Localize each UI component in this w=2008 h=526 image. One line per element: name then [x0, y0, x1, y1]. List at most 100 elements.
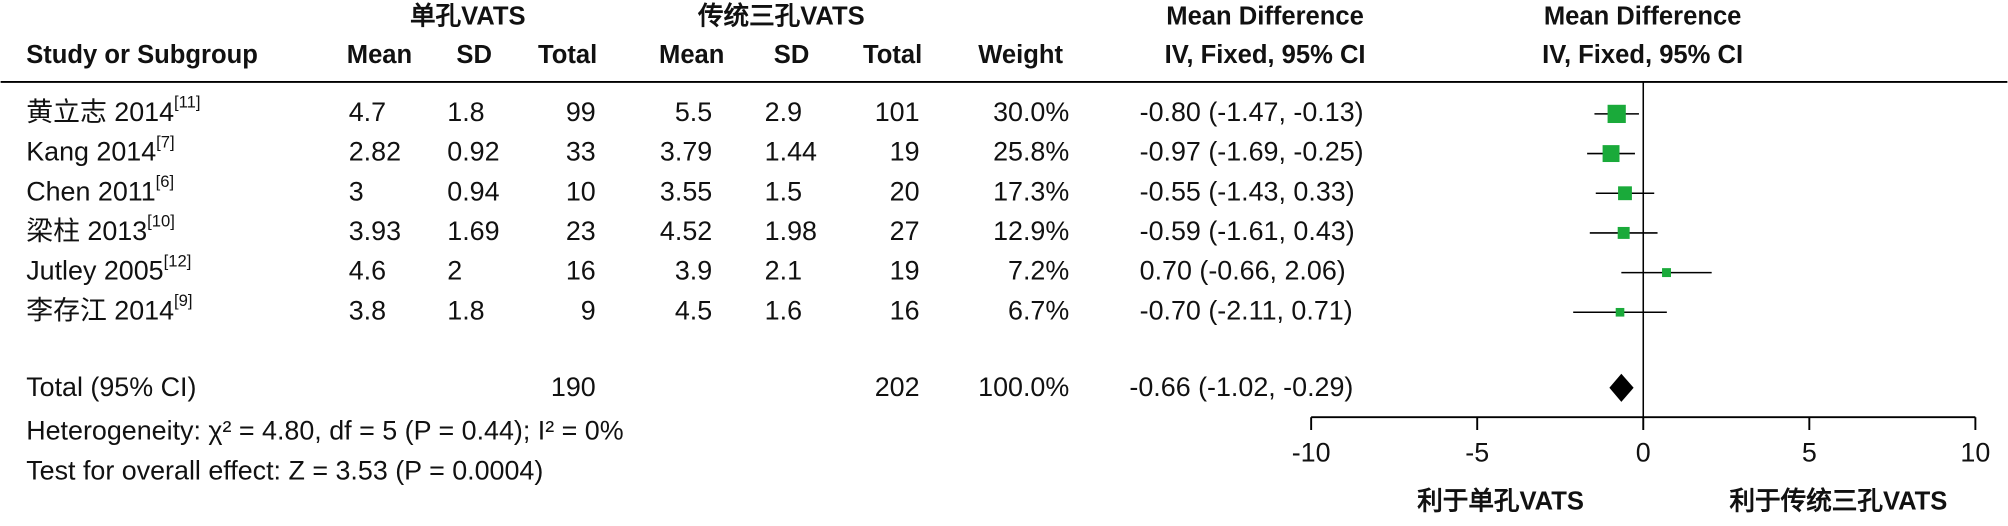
cell-mean1: 2.82: [349, 137, 401, 167]
cell-sd1: 0.94: [447, 176, 499, 206]
cell-sd2: 2.9: [765, 97, 802, 127]
study-name: Jutley 2005[12]: [26, 252, 191, 286]
cell-md-label: 0.70 (-0.66, 2.06): [1140, 256, 1346, 286]
group-header: 单孔VATS: [410, 2, 526, 31]
cell-mean2: 4.5: [675, 295, 712, 325]
cell-mean1: 3.8: [349, 295, 386, 325]
total-label: Total (95% CI): [26, 372, 196, 402]
study-ref: [11]: [174, 93, 200, 112]
column-header: IV, Fixed, 95% CI: [1165, 41, 1366, 69]
study-label: Chen 2011: [26, 176, 155, 206]
effect-square: [1607, 104, 1626, 124]
total-md-label: -0.66 (-1.02, -0.29): [1129, 372, 1353, 402]
cell-md-label: -0.97 (-1.69, -0.25): [1140, 137, 1364, 167]
cell-sd2: 1.44: [765, 137, 817, 167]
cell-md-label: -0.59 (-1.61, 0.43): [1140, 216, 1355, 246]
cell-sd1: 1.8: [447, 97, 484, 127]
x-label-right: 利于传统三孔VATS: [1729, 486, 1947, 516]
study-ref: [10]: [147, 212, 175, 231]
study-label: 黄立志 2014: [26, 97, 174, 127]
cell-mean2: 3.55: [660, 176, 712, 206]
cell-sd1: 1.69: [447, 216, 499, 246]
cell-n2: 20: [890, 176, 920, 206]
cell-sd1: 1.8: [447, 295, 484, 325]
cell-n1: 10: [566, 176, 596, 206]
study-ref: [7]: [156, 133, 174, 152]
cell-weight-label: 30.0%: [993, 97, 1069, 127]
cell-weight-label: 17.3%: [993, 176, 1069, 206]
cell-mean1: 4.6: [349, 256, 386, 286]
cell-mean1: 3: [349, 176, 364, 206]
cell-n2: 19: [890, 256, 920, 286]
cell-sd2: 1.6: [765, 295, 802, 325]
cell-n2: 16: [890, 295, 920, 325]
cell-n1: 16: [566, 256, 596, 286]
cell-sd2: 2.1: [765, 256, 802, 286]
cell-n2: 27: [890, 216, 920, 246]
cell-mean2: 5.5: [675, 97, 712, 127]
effect-square: [1615, 307, 1625, 317]
cell-mean2: 4.52: [660, 216, 712, 246]
column-header: Mean: [347, 41, 412, 69]
cell-mean1: 3.93: [349, 216, 401, 246]
x-label-left: 利于单孔VATS: [1417, 487, 1584, 516]
column-header: Study or Subgroup: [26, 41, 258, 69]
column-header: IV, Fixed, 95% CI: [1542, 41, 1743, 69]
effect-header: Mean Difference: [1544, 3, 1742, 31]
column-header: SD: [456, 41, 492, 69]
total-n2: 202: [875, 372, 920, 402]
study-label: 李存江 2014: [26, 295, 174, 325]
x-tick-label: -10: [1292, 437, 1331, 467]
cell-weight-label: 12.9%: [993, 216, 1069, 246]
cell-weight-label: 6.7%: [1008, 295, 1069, 325]
study-ref: [9]: [174, 291, 192, 310]
column-header: Total: [863, 41, 922, 69]
column-header: Mean: [659, 41, 724, 69]
cell-n2: 101: [875, 97, 920, 127]
study-name: 梁柱 2013[10]: [26, 212, 175, 246]
effect-header: Mean Difference: [1166, 3, 1364, 31]
cell-mean2: 3.79: [660, 137, 712, 167]
cell-n1: 99: [566, 97, 596, 127]
study-name: 黄立志 2014[11]: [26, 93, 200, 127]
x-tick-label: 5: [1802, 437, 1817, 467]
cell-weight-label: 7.2%: [1008, 256, 1069, 286]
cell-sd1: 2: [447, 256, 462, 286]
x-tick-label: 10: [1960, 437, 1990, 467]
group-header: 传统三孔VATS: [697, 1, 865, 31]
effect-square: [1617, 226, 1630, 239]
study-name: Kang 2014[7]: [26, 133, 174, 167]
cell-n2: 19: [890, 137, 920, 167]
cell-mean2: 3.9: [675, 256, 712, 286]
effect-square: [1662, 268, 1671, 278]
column-header: Weight: [978, 41, 1063, 69]
heterogeneity: Heterogeneity: χ² = 4.80, df = 5 (P = 0.…: [26, 416, 623, 446]
x-tick-label: -5: [1465, 437, 1489, 467]
cell-n1: 23: [566, 216, 596, 246]
total-weight-label: 100.0%: [978, 372, 1069, 402]
cell-mean1: 4.7: [349, 97, 386, 127]
column-header: SD: [774, 41, 810, 69]
study-label: Kang 2014: [26, 137, 156, 167]
cell-n1: 9: [581, 295, 596, 325]
cell-md-label: -0.80 (-1.47, -0.13): [1140, 97, 1364, 127]
cell-md-label: -0.55 (-1.43, 0.33): [1140, 176, 1355, 206]
cell-sd2: 1.98: [765, 216, 817, 246]
overall-effect: Test for overall effect: Z = 3.53 (P = 0…: [26, 455, 543, 485]
effect-square: [1602, 145, 1620, 163]
study-label: 梁柱 2013: [26, 216, 147, 246]
study-label: Jutley 2005: [26, 256, 163, 286]
x-tick-label: 0: [1636, 437, 1651, 467]
column-header: Total: [538, 41, 597, 69]
study-name: Chen 2011[6]: [26, 172, 174, 206]
cell-n1: 33: [566, 137, 596, 167]
total-n1: 190: [551, 372, 596, 402]
study-name: 李存江 2014[9]: [26, 291, 192, 325]
cell-sd2: 1.5: [765, 176, 802, 206]
study-ref: [6]: [156, 172, 174, 191]
total-diamond: [1609, 373, 1634, 402]
cell-md-label: -0.70 (-2.11, 0.71): [1140, 295, 1353, 325]
cell-weight-label: 25.8%: [993, 137, 1069, 167]
cell-sd1: 0.92: [447, 137, 499, 167]
